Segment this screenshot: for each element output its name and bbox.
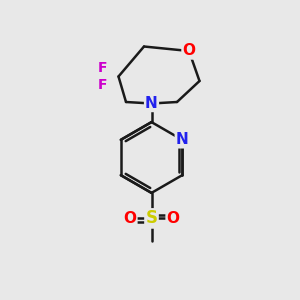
Text: F: F xyxy=(98,78,108,92)
Text: N: N xyxy=(176,132,188,147)
Text: F: F xyxy=(98,61,108,75)
Text: S: S xyxy=(146,209,158,227)
Text: N: N xyxy=(145,96,158,111)
Text: O: O xyxy=(123,211,136,226)
Text: O: O xyxy=(182,44,196,59)
Text: O: O xyxy=(167,211,180,226)
